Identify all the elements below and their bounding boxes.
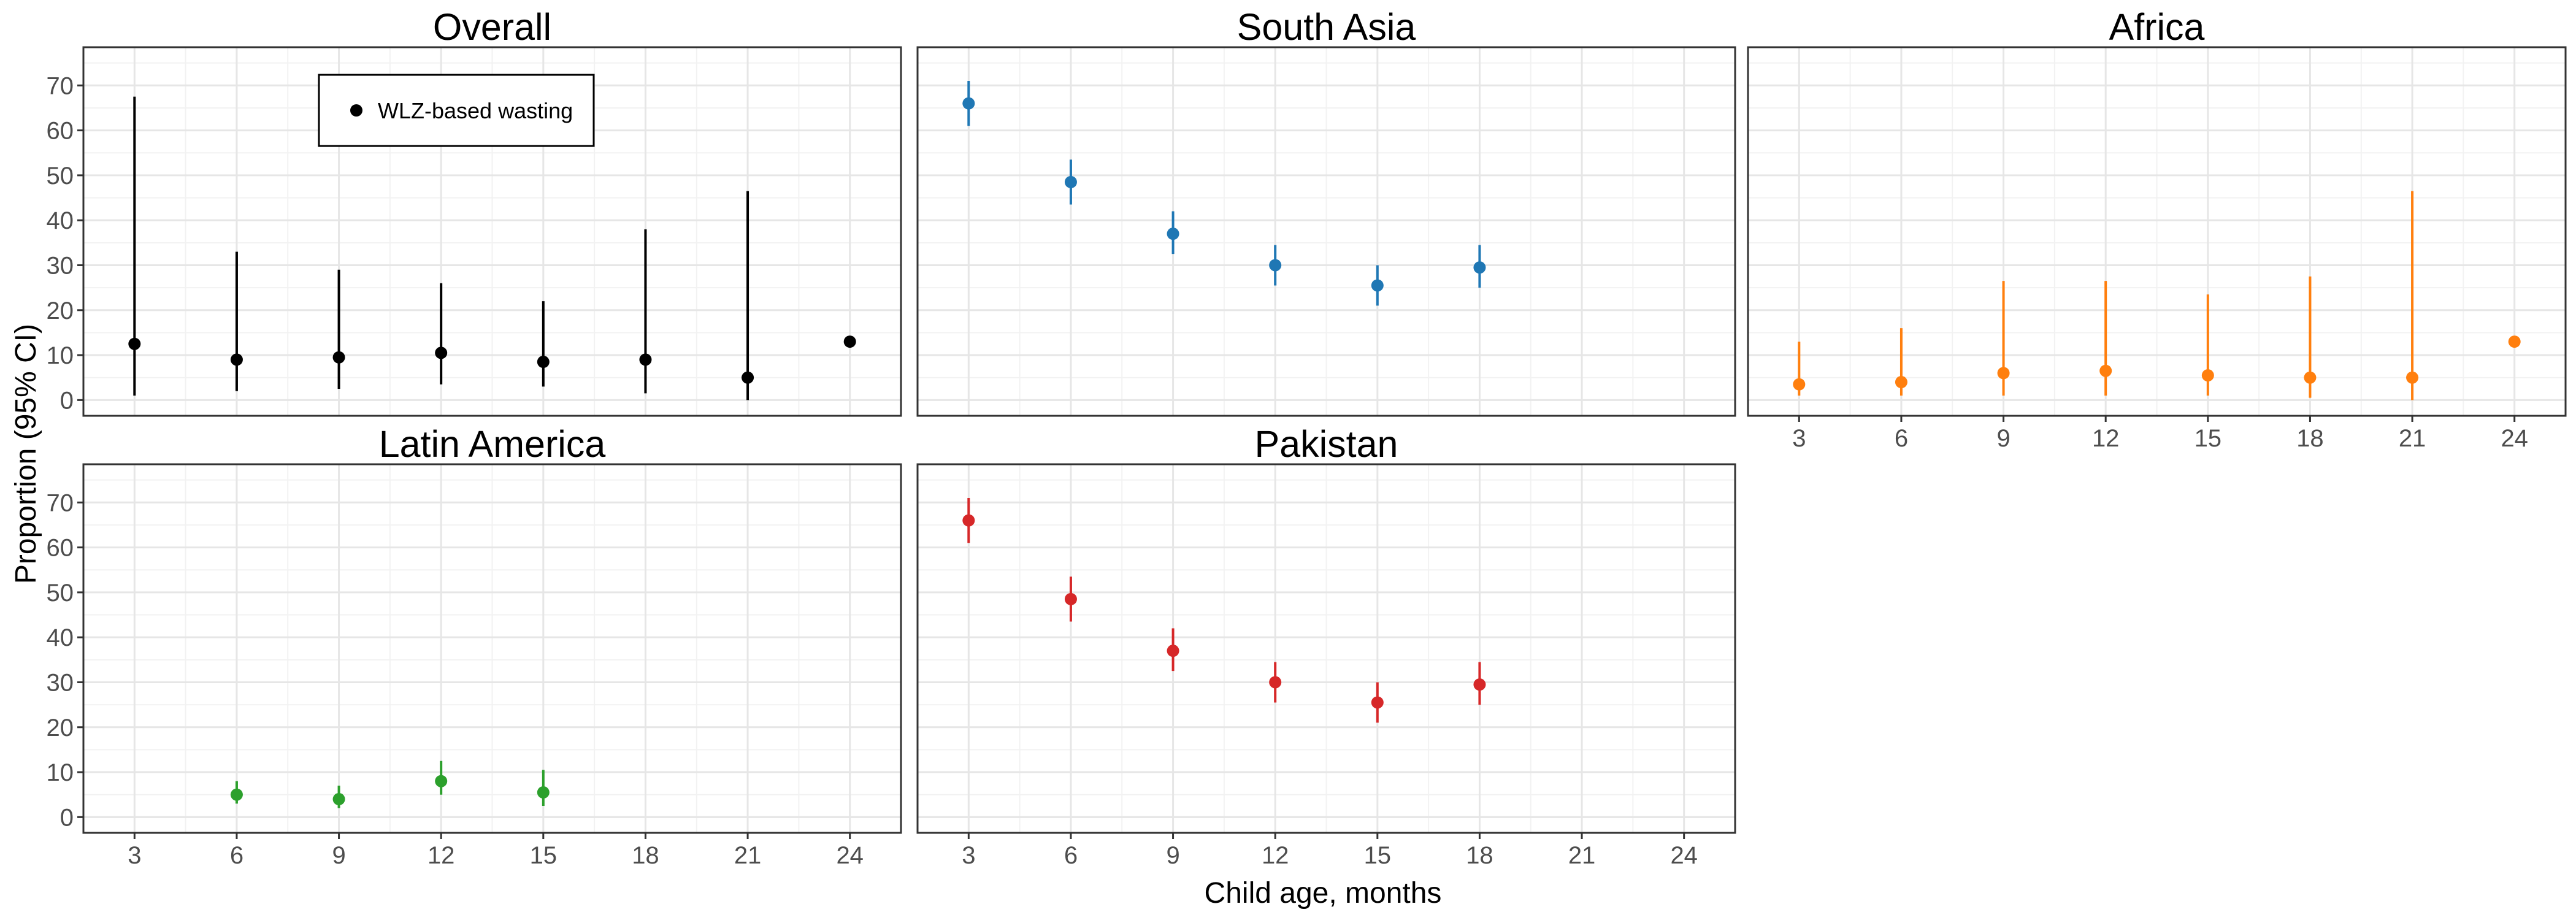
data-point-pakistan-12	[1269, 676, 1282, 689]
x-tick-label: 3	[128, 842, 141, 869]
legend-label-wlz-based-wasting: WLZ-based wasting	[378, 98, 573, 123]
y-tick-label: 0	[60, 387, 74, 414]
data-point-south-asia-3	[962, 97, 975, 110]
data-point-overall-15	[537, 356, 550, 369]
data-point-south-asia-12	[1269, 259, 1282, 272]
panel-title-overall: Overall	[433, 6, 551, 48]
data-point-africa-12	[2099, 364, 2112, 377]
y-tick-label: 30	[47, 669, 74, 696]
data-point-south-asia-18	[1473, 261, 1486, 274]
data-point-latin-america-12	[435, 775, 448, 787]
x-tick-label: 15	[530, 842, 558, 869]
x-axis-title: Child age, months	[1205, 877, 1442, 910]
x-tick-label: 6	[1064, 842, 1078, 869]
x-tick-label: 12	[427, 842, 455, 869]
data-point-pakistan-18	[1473, 678, 1486, 691]
y-tick-label: 20	[47, 297, 74, 324]
y-tick-label: 40	[47, 624, 74, 651]
y-tick-label: 70	[47, 72, 74, 99]
x-tick-label: 9	[332, 842, 345, 869]
panel-title-latin-america: Latin America	[379, 423, 606, 465]
panel-pakistan: Pakistan 3 6 9 12 15 18 21 24	[916, 423, 1736, 869]
data-point-overall-9	[332, 351, 345, 364]
y-tick-label: 10	[47, 342, 74, 369]
y-tick-label: 50	[47, 163, 74, 190]
y-axis-title: Proportion (95% CI)	[10, 324, 42, 584]
panel-title-south-asia: South Asia	[1237, 6, 1416, 48]
data-point-pakistan-3	[962, 514, 975, 527]
data-point-africa-21	[2406, 371, 2419, 384]
x-tick-label: 6	[1895, 425, 1908, 452]
legend-box	[318, 74, 595, 147]
data-point-pakistan-9	[1167, 645, 1179, 657]
x-tick-label: 9	[1996, 425, 2010, 452]
x-tick-label: 21	[2399, 425, 2426, 452]
panel-title-africa: Africa	[2109, 6, 2205, 48]
data-point-overall-18	[639, 353, 652, 366]
data-point-overall-6	[230, 353, 243, 366]
x-tick-label: 15	[2195, 425, 2222, 452]
data-point-africa-3	[1793, 378, 1806, 391]
y-tick-label: 10	[47, 759, 74, 786]
panel-border	[82, 46, 902, 417]
data-point-south-asia-15	[1371, 279, 1384, 292]
x-tick-label: 21	[734, 842, 762, 869]
panel-africa: Africa 3 6 9 12 15 18 21 24	[1747, 6, 2567, 452]
x-tick-label: 6	[230, 842, 243, 869]
x-tick-label: 3	[962, 842, 975, 869]
data-point-africa-6	[1895, 376, 1907, 389]
panel-border	[916, 463, 1736, 834]
data-point-overall-12	[435, 347, 448, 359]
panel-latin-america: Latin America 0 10 20 30 40 50 60 70 3 6 9 12 15 18 21 2…	[47, 423, 902, 869]
data-point-pakistan-6	[1064, 592, 1077, 605]
panel-border	[916, 46, 1736, 417]
data-point-latin-america-15	[537, 786, 550, 799]
x-tick-label: 12	[2092, 425, 2120, 452]
data-point-africa-18	[2304, 371, 2317, 384]
data-point-pakistan-15	[1371, 696, 1384, 709]
panel-title-pakistan: Pakistan	[1255, 423, 1398, 465]
x-tick-label: 24	[836, 842, 864, 869]
x-tick-label: 18	[1466, 842, 1493, 869]
y-tick-label: 50	[47, 580, 74, 607]
x-tick-label: 12	[1262, 842, 1289, 869]
panel-border	[82, 463, 902, 834]
x-tick-label: 21	[1568, 842, 1596, 869]
data-point-overall-3	[128, 337, 141, 350]
y-tick-label: 20	[47, 714, 74, 741]
panel-border	[1747, 46, 2567, 417]
x-tick-label: 18	[632, 842, 659, 869]
x-tick-label: 3	[1792, 425, 1806, 452]
data-point-africa-24	[2508, 335, 2521, 348]
legend-key-wlz-based-wasting	[350, 104, 362, 117]
x-tick-label: 18	[2296, 425, 2324, 452]
y-tick-label: 60	[47, 118, 74, 145]
data-point-africa-9	[1997, 367, 2010, 380]
data-point-africa-15	[2201, 369, 2214, 382]
y-tick-label: 60	[47, 535, 74, 562]
data-point-south-asia-6	[1064, 175, 1077, 188]
legend: WLZ-based wasting	[318, 74, 595, 147]
data-point-south-asia-9	[1167, 228, 1179, 240]
y-tick-label: 40	[47, 207, 74, 234]
data-point-latin-america-9	[332, 793, 345, 806]
data-point-latin-america-6	[230, 788, 243, 801]
x-tick-label: 24	[1670, 842, 1698, 869]
panel-south-asia: South Asia	[916, 6, 1736, 417]
y-tick-label: 70	[47, 489, 74, 516]
x-tick-label: 9	[1166, 842, 1179, 869]
data-point-overall-21	[742, 371, 754, 384]
x-tick-label: 24	[2501, 425, 2528, 452]
data-point-overall-24	[843, 335, 856, 348]
panel-overall: Overall 0 10 20 30 40 50 60 70	[47, 6, 902, 417]
y-tick-label: 30	[47, 252, 74, 279]
x-tick-label: 15	[1364, 842, 1392, 869]
y-tick-label: 0	[60, 804, 74, 831]
